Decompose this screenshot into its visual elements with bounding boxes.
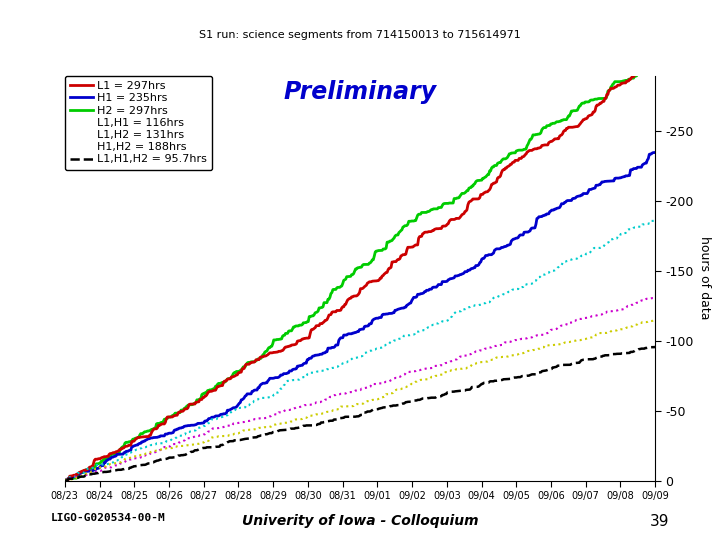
Text: S1 run: science segments from 714150013 to 715614971: S1 run: science segments from 714150013 … — [199, 30, 521, 40]
Y-axis label: hours of data: hours of data — [698, 237, 711, 320]
Text: Univerity of Iowa - Colloquium: Univerity of Iowa - Colloquium — [242, 514, 478, 528]
Text: 39: 39 — [650, 514, 670, 529]
Text: LIGO-G020534-00-M: LIGO-G020534-00-M — [50, 514, 165, 523]
Legend: L1 = 297hrs, H1 = 235hrs, H2 = 297hrs, L1,H1 = 116hrs, L1,H2 = 131hrs, H1,H2 = 1: L1 = 297hrs, H1 = 235hrs, H2 = 297hrs, L… — [65, 76, 212, 170]
Text: Preliminary: Preliminary — [284, 80, 436, 104]
